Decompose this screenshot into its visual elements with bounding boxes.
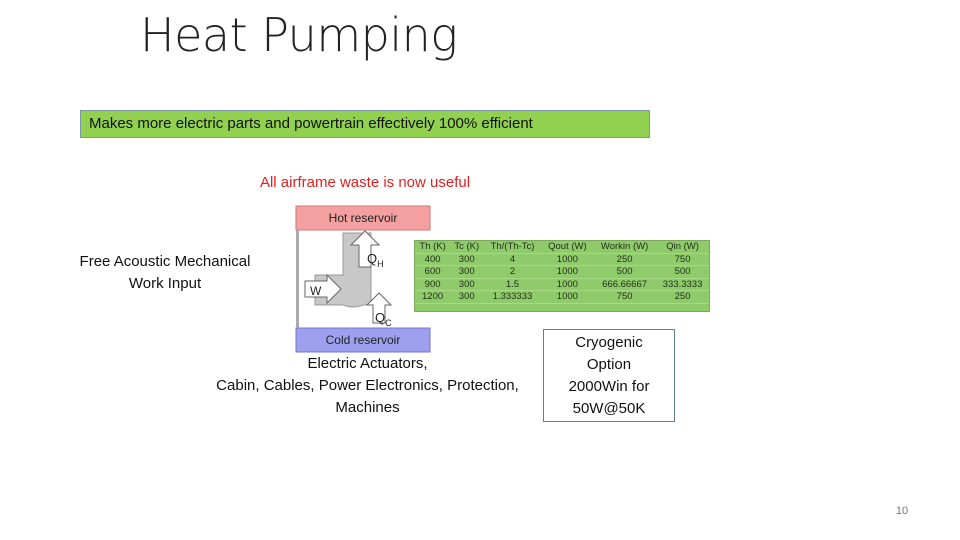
table-header-cell: Qout (W): [541, 241, 594, 254]
table-row: 400 300 4 1000 250 750: [415, 253, 709, 266]
qh-label: QH: [367, 251, 384, 269]
cryo-line-2: Option: [586, 356, 632, 373]
table-cell: 750: [656, 253, 709, 266]
heat-pump-table: Th (K) Tc (K) Th/(Th-Tc) Qout (W) Workin…: [414, 240, 710, 312]
left-wall: [296, 230, 299, 328]
table-cell: 1.5: [483, 278, 542, 291]
table-cell: 333.3333: [656, 278, 709, 291]
cryo-line-1: Cryogenic: [575, 334, 643, 351]
work-input-line-1: Free Acoustic Mechanical: [79, 253, 251, 270]
cryogenic-option-box: Cryogenic Option 2000Win for 50W@50K: [543, 329, 675, 422]
table-cell: 1000: [541, 253, 594, 266]
cryo-line-3: 2000Win for: [568, 378, 650, 395]
work-input-line-2: Work Input: [128, 275, 202, 292]
table-cell: 300: [450, 290, 484, 304]
cold-reservoir: [295, 327, 431, 353]
electric-loads-line-2: Cabin, Cables, Power Electronics, Protec…: [216, 377, 519, 394]
table-header-cell: Tc (K): [450, 241, 484, 254]
table-cell: 300: [450, 265, 484, 279]
w-arrow-icon: [304, 273, 342, 305]
table-cell: 666.66667: [593, 278, 657, 291]
table-cell: 500: [656, 265, 709, 279]
hot-reservoir: [295, 205, 431, 231]
table-cell: 2: [483, 265, 542, 279]
slide-title: Heat Pumping: [140, 8, 458, 62]
table-cell: 900: [415, 278, 451, 291]
electric-loads-label: Electric Actuators, Cabin, Cables, Power…: [195, 353, 540, 419]
work-input-label: Free Acoustic Mechanical Work Input: [60, 251, 270, 295]
table-cell: 600: [415, 265, 451, 279]
electric-loads-line-3: Machines: [335, 399, 400, 416]
table-header-cell: Qin (W): [656, 241, 709, 254]
table-cell: 1000: [541, 290, 594, 304]
cryo-line-4: 50W@50K: [572, 400, 646, 417]
table-cell: 1200: [415, 290, 451, 304]
table-cell: 4: [483, 253, 542, 266]
qc-arrow-icon: [365, 292, 393, 324]
hot-reservoir-label: Hot reservoir: [329, 211, 398, 225]
table-header-cell: Th (K): [415, 241, 451, 254]
table-cell: 500: [593, 265, 657, 279]
table-cell: 300: [450, 278, 484, 291]
table-cell: 1000: [541, 265, 594, 279]
table-cell: 750: [593, 290, 657, 304]
table-cell: 1000: [541, 278, 594, 291]
table-cell: 400: [415, 253, 451, 266]
page-number: 10: [895, 505, 909, 517]
table-cell: 250: [656, 290, 709, 304]
efficiency-banner: Makes more electric parts and powertrain…: [80, 110, 650, 138]
table-row: 600 300 2 1000 500 500: [415, 265, 709, 279]
table-header-row: Th (K) Tc (K) Th/(Th-Tc) Qout (W) Workin…: [415, 241, 709, 254]
table-header-cell: Workin (W): [593, 241, 657, 254]
waste-note: All airframe waste is now useful: [259, 174, 471, 191]
qc-label: QC: [375, 310, 392, 328]
table-header-cell: Th/(Th-Tc): [483, 241, 542, 254]
table-row: 1200 300 1.333333 1000 750 250: [415, 290, 709, 304]
electric-loads-line-1: Electric Actuators,: [307, 355, 428, 372]
table-cell: 1.333333: [483, 290, 542, 304]
heat-pump-diagram: Hot reservoir Cold reservoir QH W QC: [295, 205, 431, 353]
table-cell: 300: [450, 253, 484, 266]
table-cell: 250: [593, 253, 657, 266]
cold-reservoir-label: Cold reservoir: [326, 333, 401, 347]
w-label: W: [310, 284, 322, 298]
qh-arrow-icon: [349, 230, 381, 268]
table-row: 900 300 1.5 1000 666.66667 333.3333: [415, 278, 709, 291]
